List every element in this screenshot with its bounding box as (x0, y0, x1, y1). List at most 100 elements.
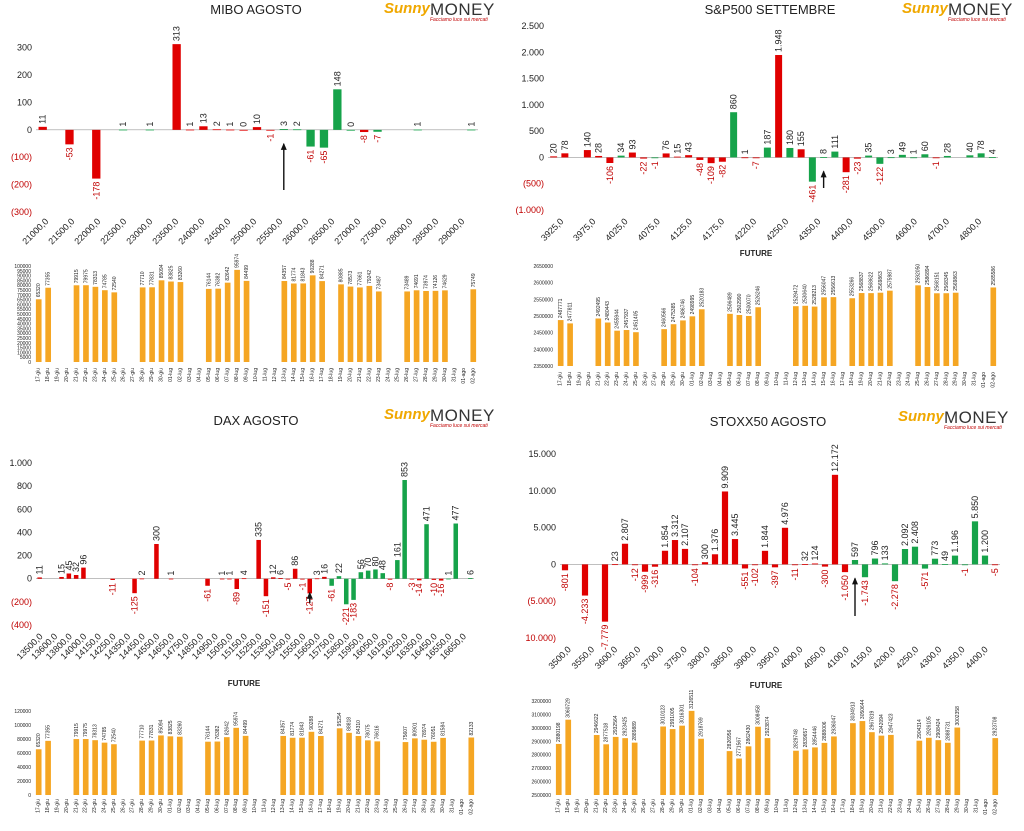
bar (431, 578, 437, 580)
data-label: 3.312 (670, 514, 680, 537)
future-x-label: 26-lug (926, 799, 932, 813)
y-tick-label: (400) (11, 620, 32, 630)
future-x-label: 22-giu (83, 799, 89, 813)
bar (172, 44, 181, 130)
bar (685, 155, 693, 158)
data-label: -1 (650, 161, 660, 169)
data-label: -106 (605, 166, 615, 184)
future-bar (139, 740, 145, 795)
x-tick-label: 3650,0 (616, 644, 643, 671)
future-bar-label: 2936047 (831, 715, 837, 735)
data-label: 477 (451, 505, 461, 520)
x-tick-label: 4500,0 (860, 216, 887, 243)
future-x-label: 05-lug (727, 799, 733, 813)
future-x-label: 03-lug (186, 799, 192, 813)
data-label: 0 (346, 122, 356, 127)
future-x-label: 16-lug (310, 368, 316, 382)
bar (711, 554, 719, 565)
data-label: -109 (706, 166, 716, 184)
future-x-label: 15-lug (299, 799, 305, 813)
future-bar-label: 2568837 (859, 271, 865, 291)
future-bar (604, 322, 611, 366)
future-bar (35, 749, 42, 795)
future-x-label: 11-lug (783, 799, 789, 813)
bar (424, 524, 429, 579)
future-x-label: 24-lug (907, 799, 913, 813)
y-tick-label: (500) (523, 179, 544, 189)
future-x-label: 03-lug (708, 799, 714, 813)
future-x-label: 31-lug (451, 368, 457, 382)
future-bar-label: 77710 (140, 724, 146, 738)
future-bar (233, 727, 240, 795)
price-arrow-head (820, 170, 827, 178)
bar (651, 157, 659, 159)
dax-chart-svg: DAX AGOSTO(400)(200)02004006008001.00011… (9, 413, 475, 815)
future-bar-label: 65320 (36, 733, 42, 747)
logo-money-text: MONEY (944, 408, 1009, 427)
data-label: -61 (203, 589, 213, 602)
future-x-label: 28-lug (423, 368, 429, 382)
bar (73, 575, 79, 579)
future-x-label: 09-lug (765, 799, 771, 813)
future-x-label: 01-lug (689, 372, 695, 386)
data-label: 32 (71, 562, 81, 572)
future-bar-label: 3050644 (860, 699, 866, 719)
data-label: -2.278 (890, 584, 900, 610)
future-x-label: 03-lug (708, 372, 714, 386)
future-x-label: 04-lug (718, 372, 724, 386)
future-bar-label: 2923708 (993, 716, 999, 736)
x-tick-label: 3925,0 (539, 216, 566, 243)
future-x-label: 24-giu (102, 368, 108, 382)
future-bar (736, 758, 742, 795)
data-label: 78 (976, 140, 986, 150)
future-bar-label: 81843 (300, 722, 306, 736)
future-bar-label: 2592050 (916, 264, 922, 284)
future-x-label: 12-lug (272, 368, 278, 382)
data-label: 13 (198, 113, 208, 123)
future-bar (73, 285, 80, 362)
data-label: -178 (91, 182, 101, 200)
future-bar-label: 74629 (442, 274, 448, 288)
y-tick-label: 1.000 (521, 100, 544, 110)
future-x-label: 27-giu (652, 372, 658, 386)
future-bar (281, 281, 288, 362)
bar (38, 126, 47, 130)
y-tick-label: (200) (11, 597, 32, 607)
future-x-label: 14-lug (291, 368, 297, 382)
future-bar (290, 283, 297, 362)
future-bar (698, 738, 704, 795)
future-bar (440, 737, 446, 795)
data-label: 300 (151, 526, 161, 541)
future-x-label: 18-lug (329, 368, 335, 382)
bar (641, 564, 649, 572)
x-tick-label: 3800,0 (685, 644, 712, 671)
x-tick-label: 4050,0 (801, 644, 828, 671)
future-x-label: 25-giu (111, 368, 117, 382)
future-y-tick-label: 0 (28, 360, 31, 366)
y-tick-label: 5.000 (533, 523, 556, 533)
bar (132, 578, 137, 594)
future-title: FUTURE (740, 249, 773, 258)
future-bar (935, 740, 942, 795)
future-x-label: 22-lug (366, 368, 372, 382)
future-x-label: 25-giu (633, 372, 639, 386)
bar (409, 578, 415, 580)
bar (951, 555, 959, 565)
future-x-label: 19-lug (859, 799, 865, 813)
y-tick-label: (100) (11, 152, 32, 162)
future-x-label: 21-giu (595, 372, 601, 386)
data-label: -7.779 (600, 625, 610, 651)
bar (741, 564, 749, 569)
data-label: -16 (436, 584, 446, 597)
data-label: -151 (261, 599, 271, 617)
bar (681, 548, 689, 565)
bar (467, 129, 476, 131)
bar (359, 129, 369, 133)
x-tick-label: 24500,0 (202, 216, 232, 246)
future-bar (821, 742, 828, 795)
future-bar-label: 85094 (158, 719, 164, 733)
future-x-label: 09-lug (765, 372, 771, 386)
future-y-tick-label: 2700000 (532, 766, 552, 772)
future-x-label: 21-giu (73, 799, 79, 813)
future-bar (764, 738, 771, 795)
